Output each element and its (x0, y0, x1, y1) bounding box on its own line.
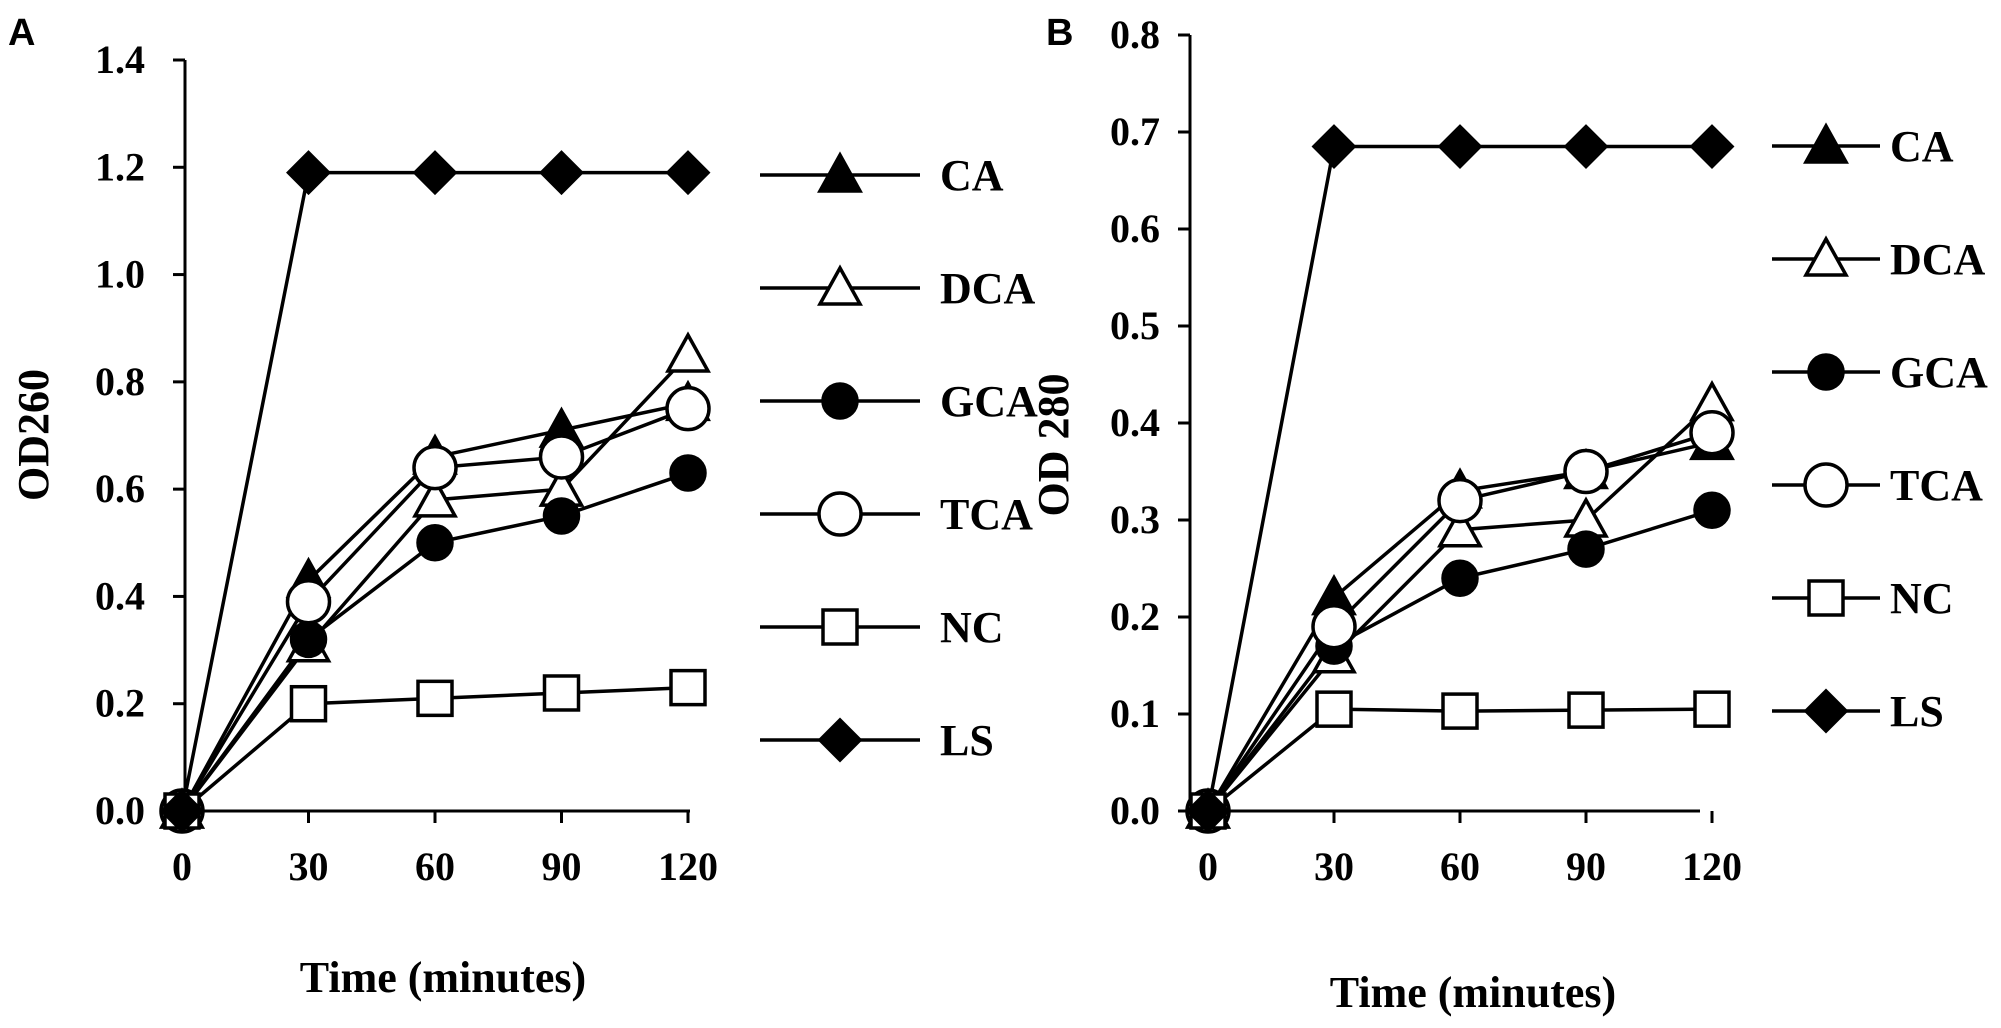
data-point-tca (1311, 603, 1357, 650)
data-point-nc (542, 674, 581, 712)
data-point-tca (1689, 409, 1735, 456)
x-axis-title: Time (minutes) (300, 953, 586, 1002)
y-tick-label: 0.5 (1110, 303, 1160, 348)
legend-marker-tca (817, 491, 863, 537)
x-tick-label: 120 (1682, 844, 1742, 889)
legend-label-tca: TCA (1890, 461, 1983, 510)
x-tick-label: 60 (415, 844, 455, 889)
y-tick-label: 0.7 (1110, 109, 1160, 154)
legend-label-gca: GCA (940, 377, 1038, 426)
data-point-ls (1437, 124, 1483, 170)
y-axis-title: OD 280 (1029, 374, 1078, 517)
panel-letter: A (8, 12, 35, 54)
legend-label-nc: NC (1890, 574, 1954, 623)
data-point-tca (1563, 448, 1609, 495)
data-point-tca (285, 579, 332, 625)
data-point-dca (412, 476, 458, 518)
panel-letter: B (1046, 12, 1073, 54)
data-point-gca (1567, 530, 1605, 568)
x-tick-label: 120 (658, 844, 718, 889)
y-tick-label: 0.6 (95, 466, 145, 511)
x-tick-label: 30 (1314, 844, 1354, 889)
legend-label-ls: LS (940, 716, 994, 765)
y-tick-label: 0.8 (95, 359, 145, 404)
legend-marker-dca (1803, 235, 1849, 277)
x-tick-label: 90 (542, 844, 582, 889)
legend-label-gca: GCA (1890, 348, 1988, 397)
legend-label-dca: DCA (940, 264, 1036, 313)
y-tick-label: 1.4 (95, 37, 145, 82)
data-point-dca (665, 331, 711, 373)
legend-marker-ca (1803, 122, 1849, 164)
data-point-ls (1185, 788, 1231, 834)
y-tick-label: 0.6 (1110, 206, 1160, 251)
data-point-nc (1567, 691, 1605, 729)
y-tick-label: 0.3 (1110, 497, 1160, 542)
y-tick-label: 0.0 (1110, 788, 1160, 833)
data-point-nc (669, 668, 707, 707)
legend-marker-nc (821, 608, 859, 646)
data-point-nc (416, 679, 454, 718)
y-tick-label: 1.0 (95, 252, 145, 297)
x-axis-title: Time (minutes) (1330, 968, 1616, 1017)
series-line-gca (1206, 508, 1713, 813)
legend-label-ca: CA (1890, 122, 1954, 171)
y-tick-label: 0.2 (1110, 594, 1160, 639)
data-point-ls (1563, 124, 1609, 170)
data-point-gca (1693, 491, 1731, 530)
y-axis-title: OD260 (9, 369, 58, 501)
data-point-nc (1693, 690, 1731, 728)
data-point-ls (159, 788, 205, 834)
data-point-gca (1441, 559, 1479, 597)
legend-marker-gca (821, 382, 859, 420)
data-point-ls (539, 150, 584, 196)
data-point-gca (289, 620, 328, 659)
data-point-ls (665, 150, 711, 196)
data-point-tca (538, 434, 585, 480)
x-tick-label: 60 (1440, 844, 1480, 889)
legend-label-tca: TCA (940, 490, 1033, 539)
y-tick-label: 0.4 (95, 573, 145, 618)
x-tick-label: 90 (1566, 844, 1606, 889)
legend-marker-ca (817, 151, 863, 193)
data-point-ls (1689, 124, 1735, 170)
data-point-gca (669, 454, 707, 492)
legend-label-ls: LS (1890, 687, 1944, 736)
panel-b: B 0.0 0.1 0.2 0.3 0.4 0.5 0.6 0.7 0.8 0 30 60 90 120 C… (1029, 12, 1988, 1017)
panel-a: A 0.0 0.2 0.4 0.6 0.8 1.0 1.2 1.4 0 30 60 90 120 CA DC… (8, 12, 1038, 1002)
x-tick-label: 0 (1198, 844, 1218, 889)
data-point-tca (1437, 477, 1483, 524)
data-point-tca (665, 385, 711, 432)
data-point-gca (542, 497, 581, 535)
y-tick-label: 0.4 (1110, 400, 1160, 445)
y-tick-label: 0.2 (95, 681, 145, 726)
y-tick-label: 1.2 (95, 144, 145, 189)
data-point-dca (1437, 506, 1483, 548)
data-point-nc (289, 684, 328, 723)
series-line-gca (180, 471, 689, 813)
data-point-ls (286, 150, 331, 196)
data-point-ls (412, 150, 458, 196)
legend-label-ca: CA (940, 151, 1004, 200)
y-tick-label: 0.1 (1110, 691, 1160, 736)
y-tick-label: 0.0 (95, 788, 145, 833)
data-point-nc (1441, 692, 1479, 730)
y-tick-label: 0.8 (1110, 12, 1160, 57)
legend-marker-nc (1807, 579, 1845, 617)
data-point-nc (1315, 690, 1353, 728)
x-tick-label: 30 (289, 844, 329, 889)
legend-label-nc: NC (940, 603, 1004, 652)
legend-marker-ls (817, 717, 863, 763)
data-point-gca (416, 524, 454, 562)
legend-marker-tca (1803, 462, 1849, 508)
legend-label-dca: DCA (1890, 235, 1986, 284)
x-tick-label: 0 (172, 844, 192, 889)
legend-marker-dca (817, 264, 863, 306)
legend-marker-ls (1803, 688, 1849, 734)
data-point-tca (412, 444, 458, 491)
legend-marker-gca (1807, 353, 1845, 391)
data-point-ls (1311, 124, 1357, 170)
